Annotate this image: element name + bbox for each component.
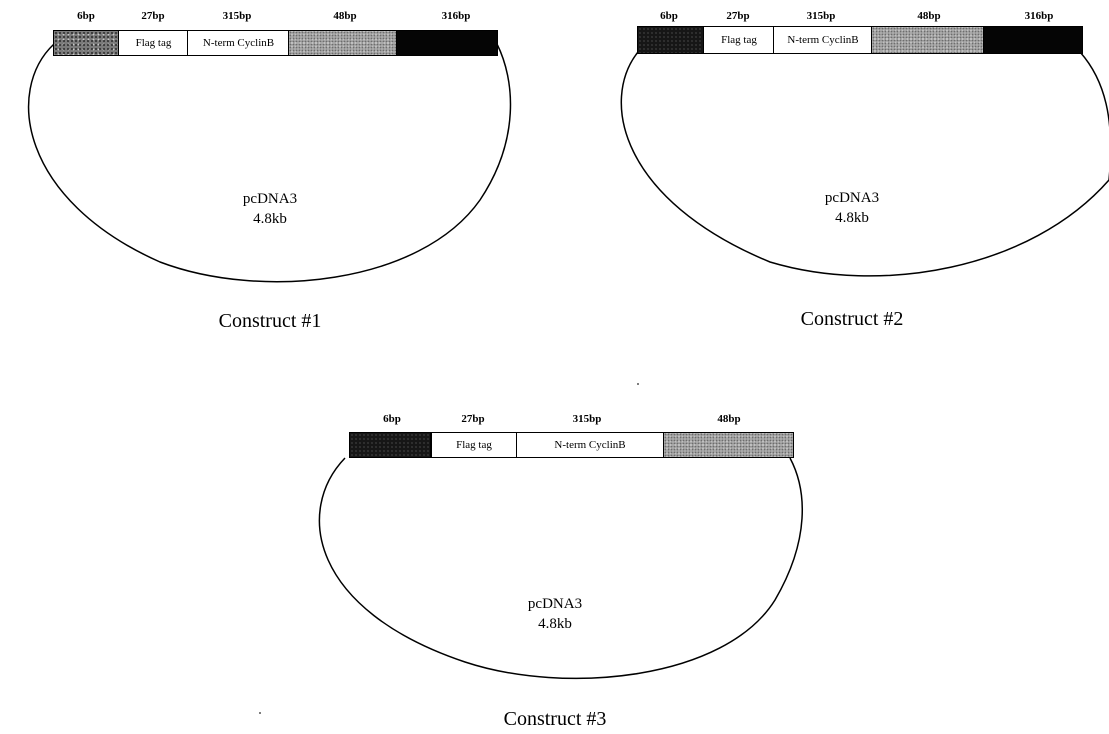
segment-flag-tag: Flag tag [118, 30, 189, 56]
segment-48bp [663, 432, 794, 458]
vector-name: pcDNA3 [242, 191, 298, 207]
vector-size: 4.8kb [538, 616, 572, 632]
segment-316bp [396, 30, 498, 56]
scan-speck [259, 712, 261, 714]
segment-n-term-cyclinb: N-term CyclinB [773, 26, 873, 54]
vector-name: pcDNA3 [824, 190, 880, 206]
bp-label: 48bp [717, 413, 741, 425]
segment-label: N-term CyclinB [202, 37, 275, 49]
segment-flag-tag: Flag tag [703, 26, 775, 54]
bp-label: 6bp [77, 10, 95, 22]
segment-48bp [288, 30, 398, 56]
bp-label: 48bp [917, 10, 941, 22]
bp-label: 27bp [461, 413, 485, 425]
construct-caption: Construct #1 [218, 310, 322, 332]
segment-label: Flag tag [135, 37, 172, 49]
bp-label: 316bp [441, 10, 471, 22]
bp-label: 315bp [806, 10, 836, 22]
vector-size: 4.8kb [835, 210, 869, 226]
segment-label: N-term CyclinB [787, 34, 859, 46]
bp-label: 316bp [1024, 10, 1054, 22]
construct-caption: Construct #2 [800, 308, 904, 330]
plasmid-circle-1 [27, 43, 512, 283]
vector-size: 4.8kb [253, 211, 287, 227]
segment-n-term-cyclinb: N-term CyclinB [516, 432, 664, 458]
segment-6bp [349, 432, 431, 458]
plasmid-circle-2 [620, 51, 1109, 277]
segment-n-term-cyclinb: N-term CyclinB [187, 30, 290, 56]
bp-label: 6bp [660, 10, 678, 22]
bp-label: 6bp [383, 413, 401, 425]
segment-label: Flag tag [721, 34, 757, 46]
bp-label: 48bp [333, 10, 357, 22]
construct-3: 6bp 27bp 315bp 48bp Flag tag N-term Cycl… [295, 400, 815, 734]
segment-6bp [53, 30, 120, 56]
bp-label: 27bp [726, 10, 750, 22]
segment-label: Flag tag [456, 439, 492, 451]
vector-name: pcDNA3 [527, 596, 583, 612]
bp-label: 315bp [222, 10, 252, 22]
segment-6bp [637, 26, 705, 54]
bp-label: 315bp [572, 413, 602, 425]
segment-flag-tag: Flag tag [431, 432, 517, 458]
construct-2: 6bp 27bp 315bp 48bp 316bp Flag tag N-ter… [590, 0, 1109, 340]
segment-label: N-term CyclinB [554, 439, 626, 451]
plasmid-circle-3 [318, 457, 803, 680]
segment-48bp [871, 26, 985, 54]
construct-1: 6bp 27bp 315bp 48bp 316bp Flag tag N-ter… [0, 0, 540, 340]
scan-speck [637, 383, 639, 385]
bp-label: 27bp [141, 10, 165, 22]
segment-316bp [983, 26, 1083, 54]
construct-caption: Construct #3 [503, 708, 607, 730]
